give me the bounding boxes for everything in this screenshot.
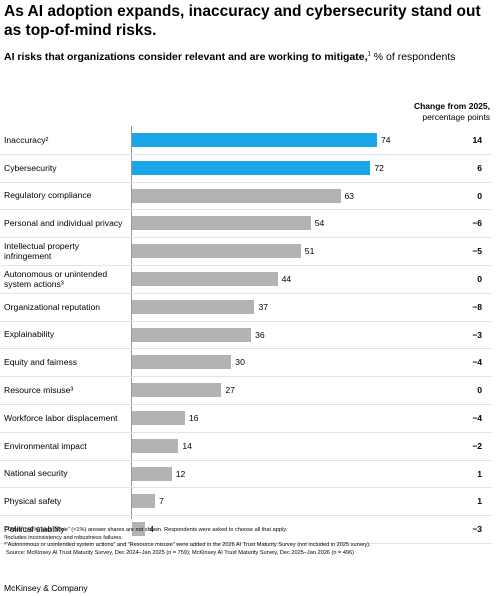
chart-title: As AI adoption expands, inaccuracy and c… [4, 3, 481, 39]
bar [132, 299, 255, 314]
category-label: Political stability [4, 524, 65, 535]
category-label: Intellectual property infringement [4, 241, 79, 262]
footnote: Source: McKinsey AI Trust Maturity Surve… [6, 549, 355, 556]
category-label: Environmental impact [4, 440, 87, 451]
bar [132, 160, 371, 175]
category-label: Inaccuracy² [4, 134, 49, 145]
bar [132, 188, 341, 203]
value-label: 51 [304, 246, 315, 257]
row-separator [0, 543, 492, 544]
change-value: −2 [472, 440, 482, 451]
row-separator [0, 487, 492, 489]
bar [132, 522, 146, 537]
change-value: −5 [472, 246, 482, 257]
change-value: 6 [477, 162, 482, 173]
category-label: Autonomous or unintended system actions³ [4, 268, 108, 289]
bar [132, 133, 377, 147]
value-label: 4 [149, 524, 155, 535]
value-label: 16 [188, 413, 199, 423]
change-value: 1 [477, 496, 482, 507]
bar [132, 355, 232, 370]
row-separator [0, 209, 492, 211]
category-label: Organizational reputation [4, 301, 101, 312]
footnote: ¹“Other” (<1%) and “None” (<1%) answer s… [4, 527, 288, 533]
value-label: 30 [235, 357, 245, 368]
bar [132, 327, 252, 342]
row-separator [0, 265, 492, 266]
category-label: National security [4, 468, 68, 479]
change-value: 14 [472, 135, 482, 145]
category-label: Physical safety [4, 496, 62, 507]
category-label: Regulatory compliance [4, 190, 92, 201]
value-label: 37 [258, 301, 269, 312]
category-label: Equity and fairness [4, 357, 78, 368]
bar [132, 438, 179, 453]
bar [132, 494, 156, 509]
value-label: 74 [380, 135, 391, 145]
value-label: 27 [225, 385, 235, 396]
change-value: 0 [477, 385, 482, 396]
subtitle-line: AI risks that organizations consider rel… [4, 51, 456, 63]
category-label: Explainability [4, 329, 55, 340]
value-label: 63 [344, 190, 355, 201]
row-separator [0, 348, 492, 350]
category-label: Workforce labor displacement [4, 412, 118, 423]
value-label: 54 [314, 218, 325, 229]
change-value: −6 [472, 218, 482, 229]
change-value: −3 [472, 329, 482, 340]
change-title: Change from 2025, [413, 101, 490, 111]
value-label: 7 [159, 496, 164, 507]
value-label: 44 [281, 274, 292, 284]
value-label: 12 [175, 468, 186, 479]
category-label: Cybersecurity [4, 162, 57, 173]
bar [132, 466, 172, 481]
bar [132, 244, 301, 259]
footnote: ³“Autonomous or unintended system action… [4, 542, 371, 549]
value-label: 14 [182, 440, 192, 451]
subtitle: AI risks that organizations consider rel… [4, 51, 368, 63]
change-value: 0 [477, 190, 482, 201]
row-separator [0, 404, 492, 405]
change-value: 0 [477, 274, 482, 284]
footnote: ²Includes inconsistency and robustness f… [4, 534, 123, 541]
unit: % of respondents [373, 51, 456, 63]
row-separator [0, 292, 492, 294]
category-label: Personal and individual privacy [4, 218, 123, 229]
footer: McKinsey & Company [4, 583, 88, 593]
bar [132, 383, 222, 398]
row-separator [0, 237, 492, 239]
change-value: −4 [472, 357, 482, 368]
row-separator [0, 320, 492, 322]
change-value: 1 [477, 468, 482, 479]
bar [132, 272, 278, 286]
bar [132, 411, 185, 425]
value-label: 36 [255, 329, 265, 340]
footnote-marker: 1 [367, 51, 371, 58]
axis-line [131, 126, 132, 519]
change-value: −3 [472, 524, 482, 535]
change-value: −8 [472, 301, 482, 312]
change-value: −4 [472, 413, 482, 423]
change-subtitle: percentage points [422, 112, 490, 122]
row-separator [0, 431, 492, 433]
bar [132, 216, 311, 231]
row-separator [0, 459, 492, 461]
change-header: Change from 2025, percentage points [414, 101, 490, 123]
row-separator [0, 153, 492, 155]
value-label: 72 [374, 162, 384, 173]
category-label: Resource misuse³ [4, 385, 74, 396]
row-separator [0, 376, 492, 378]
row-separator [0, 515, 492, 517]
row-separator [0, 181, 492, 183]
